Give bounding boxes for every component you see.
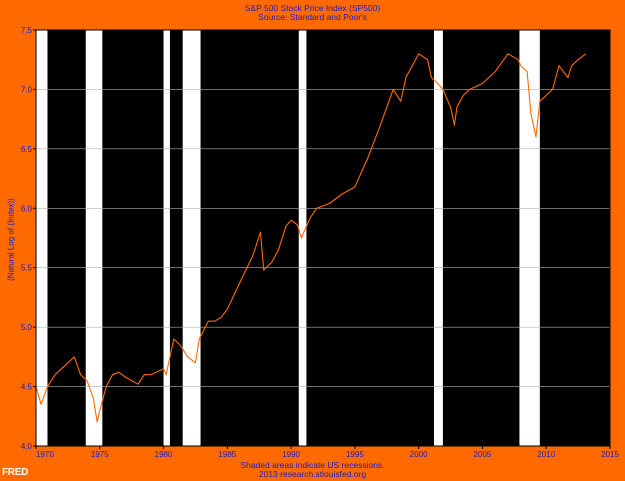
x-tick-label-1: 1975	[91, 450, 109, 459]
y-tick-label-2: 5.0	[21, 323, 33, 332]
x-tick-label-7: 2005	[474, 450, 492, 459]
chart-title: S&P 500 Stock Price Index (SP500)	[244, 3, 381, 13]
x-tick-label-8: 2010	[537, 450, 555, 459]
x-tick-label-0: 1970	[36, 450, 54, 459]
y-tick-label-4: 6.0	[21, 204, 33, 213]
x-tick-label-4: 1990	[282, 450, 300, 459]
y-tick-label-5: 6.5	[21, 145, 33, 154]
y-tick-label-1: 4.5	[21, 383, 33, 392]
recession-footnote: Shaded areas indicate US recessions.	[240, 460, 385, 470]
x-tick-label-2: 1980	[155, 450, 173, 459]
y-tick-label-0: 4.0	[21, 442, 33, 451]
recession-band-0	[36, 30, 48, 446]
x-tick-label-6: 2000	[410, 450, 428, 459]
chart-subtitle: Source: Standard and Poor's	[258, 12, 367, 22]
x-tick-label-9: 2015	[601, 450, 619, 459]
plot-area	[36, 30, 610, 446]
recession-band-3	[182, 30, 201, 446]
source-footnote: 2013 research.stlouisfed.org	[258, 469, 367, 479]
recession-band-1	[85, 30, 103, 446]
fred-logo[interactable]: FRED	[2, 467, 29, 478]
series-line-sp500	[35, 53, 587, 423]
recession-band-4	[298, 30, 307, 446]
x-tick-label-5: 1995	[346, 450, 364, 459]
recession-band-6	[519, 30, 540, 446]
y-tick-label-3: 5.5	[21, 264, 33, 273]
y-tick-label-7: 7.5	[21, 26, 33, 35]
y-tick-label-6: 7.0	[21, 85, 33, 94]
x-tick-label-3: 1985	[218, 450, 236, 459]
recession-band-5	[433, 30, 443, 446]
recession-band-2	[163, 30, 170, 446]
plot-frame	[35, 29, 611, 447]
